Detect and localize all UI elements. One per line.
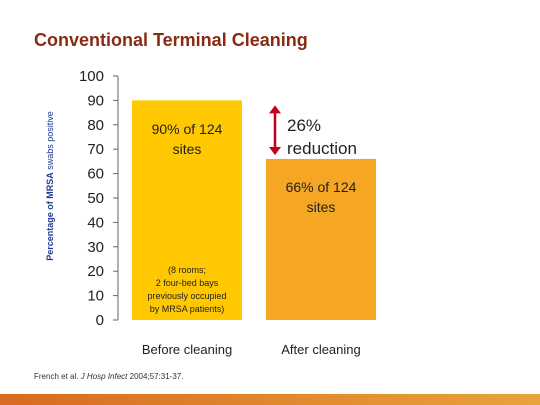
bar-note-line: 2 four-bed bays	[156, 278, 219, 288]
bar	[266, 158, 376, 320]
x-category-label: After cleaning	[281, 342, 361, 357]
y-tick-label: 60	[87, 166, 104, 183]
y-tick-label: 90	[87, 92, 104, 109]
citation-authors: French et al.	[34, 372, 79, 381]
citation: French et al. J Hosp Infect 2004;57:31-3…	[34, 372, 183, 381]
bar-note-line: previously occupied	[147, 291, 226, 301]
x-category-label: Before cleaning	[142, 342, 232, 357]
citation-details: 2004;57:31-37.	[129, 372, 184, 381]
y-tick-label: 70	[87, 141, 104, 158]
bar-data-label: sites	[307, 199, 336, 215]
bar-data-label: sites	[173, 141, 202, 157]
reduction-arrow-head-top	[269, 105, 281, 114]
slide-title: Conventional Terminal Cleaning	[34, 30, 308, 50]
y-tick-label: 20	[87, 263, 104, 280]
reduction-arrow-head-bottom	[269, 146, 281, 155]
y-tick-label: 10	[87, 288, 104, 305]
y-tick-label: 50	[87, 190, 104, 207]
bar-data-label: 66% of 124	[286, 179, 357, 195]
y-tick-label: 0	[96, 312, 104, 329]
y-tick-label: 40	[87, 214, 104, 231]
bar-data-label: 90% of 124	[152, 121, 223, 137]
y-tick-label: 80	[87, 117, 104, 134]
reduction-label: reduction	[287, 139, 357, 158]
reduction-label: 26%	[287, 116, 321, 135]
bar-note-line: by MRSA patients)	[150, 304, 225, 314]
bottom-decorative-band	[0, 394, 540, 405]
citation-journal: J Hosp Infect	[80, 372, 128, 381]
bar	[132, 100, 242, 321]
bar-note-line: (8 rooms;	[168, 265, 206, 275]
y-tick-label: 30	[87, 239, 104, 256]
y-tick-label: 100	[79, 68, 104, 85]
